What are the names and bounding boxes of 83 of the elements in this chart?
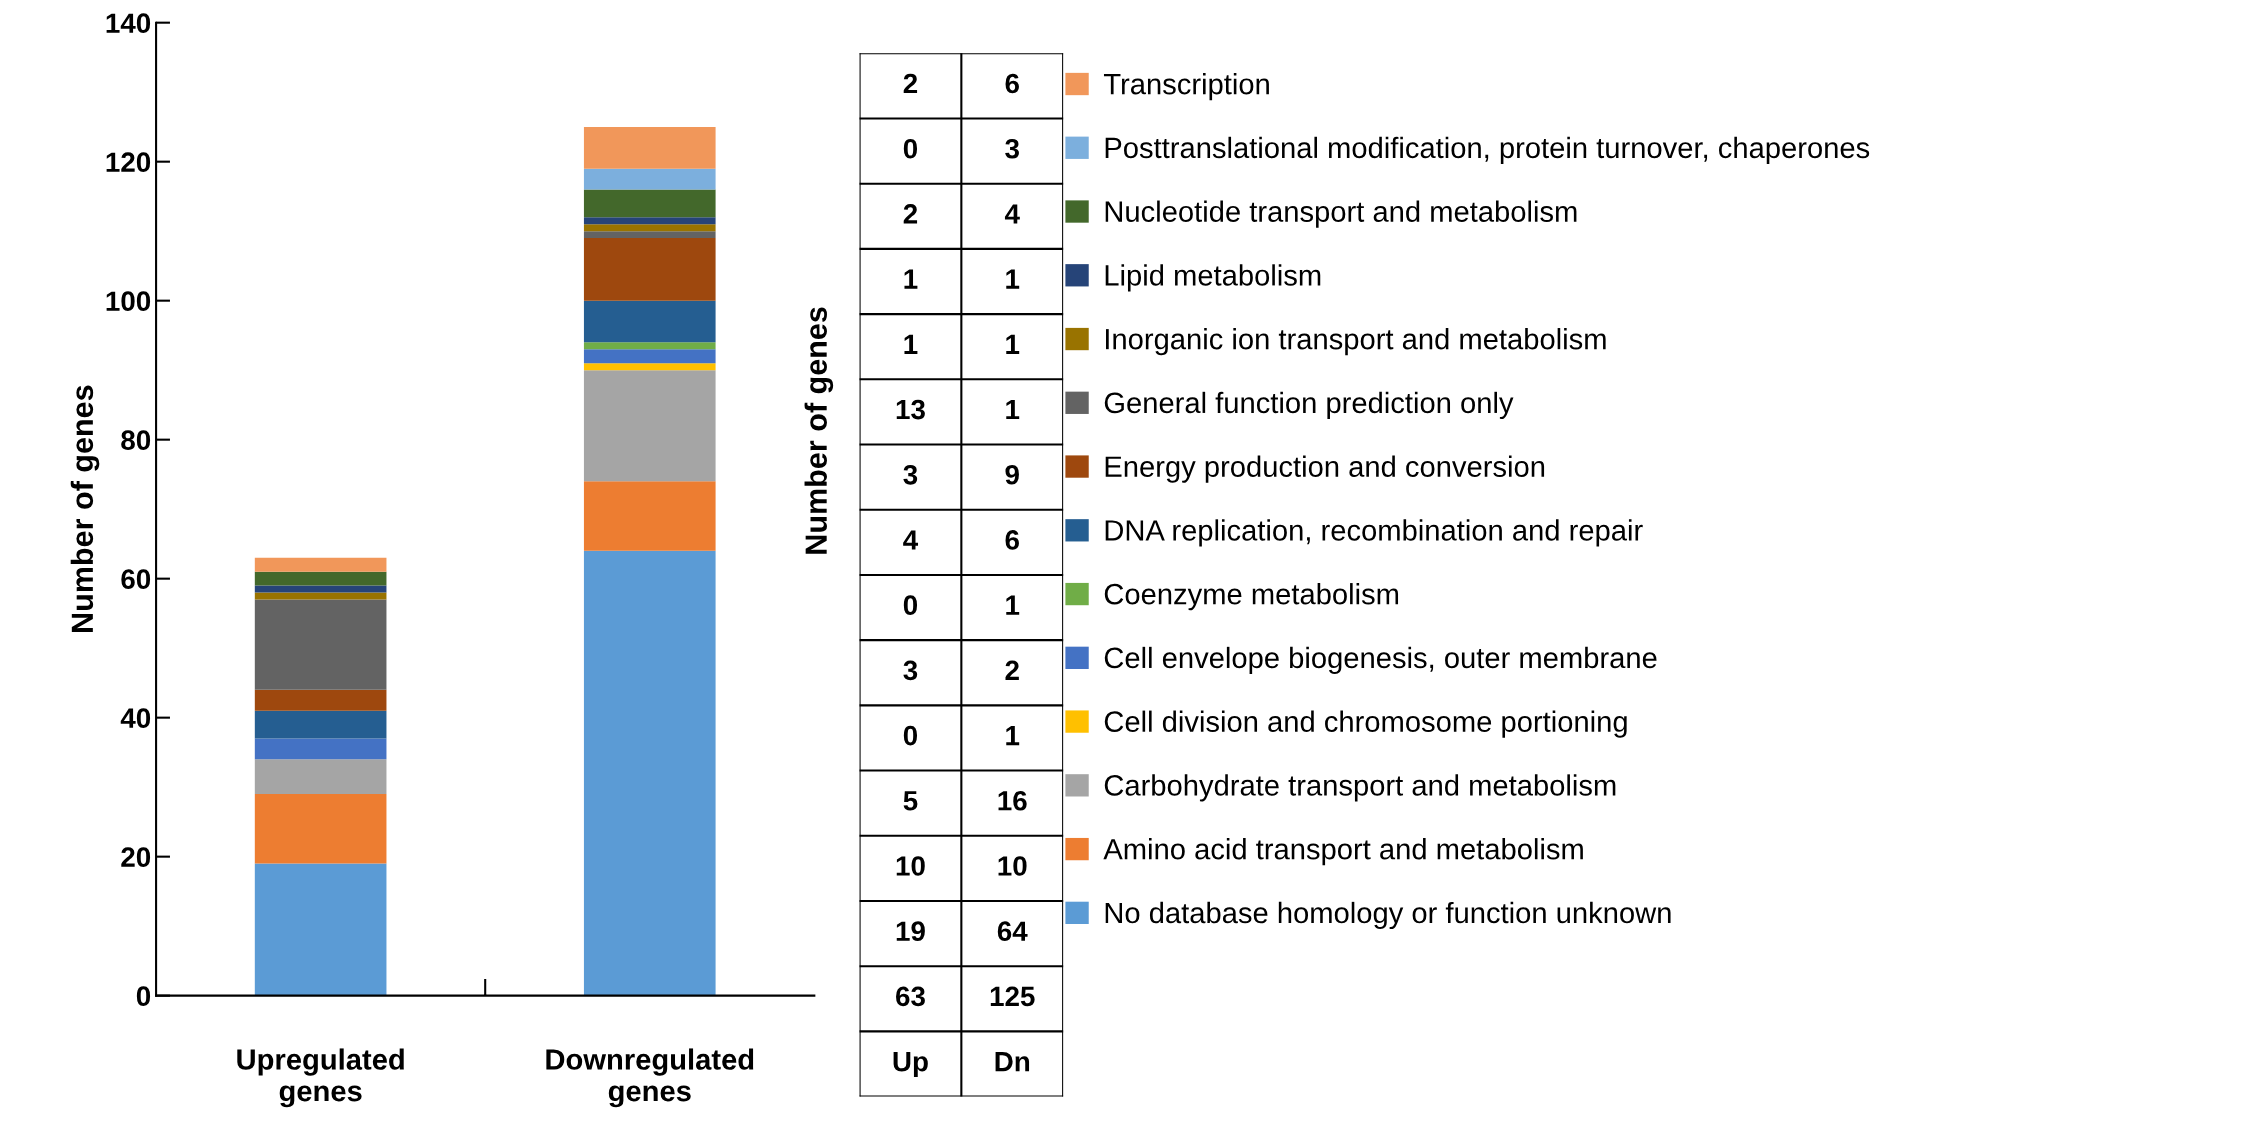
y-tick-label: 20	[121, 847, 151, 867]
legend-label: Nucleotide transport and metabolism	[1105, 200, 1577, 228]
bar	[583, 349, 716, 364]
text: 1	[1006, 726, 1020, 746]
bar	[254, 759, 387, 795]
bar	[583, 168, 716, 190]
text: 1	[904, 269, 918, 289]
text: 3	[1005, 138, 1019, 159]
text: 63	[896, 986, 925, 1007]
text: 10	[896, 856, 925, 876]
legend-label: Posttranslational modification, protein turnover, chaperones	[1105, 136, 1870, 164]
bar	[254, 599, 387, 690]
text: 6	[1005, 73, 1019, 94]
text: 0	[903, 595, 918, 615]
legend-label: Coenzyme metabolism	[1104, 583, 1399, 611]
y-tick-label: 0	[136, 986, 151, 1006]
text: 10	[998, 856, 1027, 876]
text: 64	[997, 921, 1028, 942]
legend-label: Transcription	[1103, 73, 1269, 101]
bar	[583, 238, 716, 301]
bar	[254, 863, 387, 996]
text: 1	[1006, 269, 1020, 289]
annotation: Number of genes	[804, 307, 834, 554]
legend-label: Amino acid transport and metabolism	[1103, 838, 1583, 866]
bar	[254, 592, 387, 600]
y-tick-label: 140	[106, 13, 151, 34]
y-tick-label: 60	[121, 569, 151, 589]
legend-label: Lipid metabolism	[1105, 264, 1321, 292]
bar	[254, 557, 387, 572]
bar	[254, 571, 387, 586]
x-tick-label: Upregulated genes	[237, 1048, 404, 1108]
bar	[583, 550, 716, 996]
bar	[583, 224, 716, 232]
bar	[583, 126, 716, 169]
bar	[583, 370, 716, 482]
bar	[254, 689, 387, 711]
text: 16	[998, 790, 1027, 811]
legend-label: Carbohydrate transport and metabolism	[1104, 774, 1616, 802]
bar	[583, 342, 716, 350]
text: 4	[1004, 204, 1020, 224]
bar	[254, 585, 387, 593]
bar	[254, 710, 387, 739]
text: 6	[1005, 530, 1019, 550]
text: Up	[893, 1052, 928, 1077]
y-tick-label: 80	[121, 430, 151, 451]
text: 1	[1006, 334, 1020, 354]
y-tick-label: 40	[120, 708, 151, 728]
text: 2	[1005, 660, 1019, 680]
legend-label: Inorganic ion transport and metabolism	[1106, 328, 1606, 356]
text: 1	[1006, 400, 1020, 420]
text: 125	[990, 986, 1035, 1007]
text: 3	[903, 464, 918, 485]
bar	[583, 300, 716, 343]
bar	[254, 794, 387, 864]
text: 2	[903, 204, 918, 224]
text: 0	[903, 138, 918, 159]
text: Dn	[995, 1052, 1030, 1072]
text: 4	[903, 530, 919, 550]
text: 19	[896, 921, 925, 942]
legend-label: No database homology or function unknown	[1105, 901, 1671, 930]
text: 9	[1005, 464, 1019, 485]
text: 5	[903, 791, 918, 811]
text: 2	[903, 73, 918, 94]
bar	[583, 231, 716, 239]
bar	[583, 363, 716, 371]
bar	[254, 738, 387, 760]
text: 0	[903, 725, 918, 746]
y-tick-label: 120	[106, 152, 151, 173]
text: 1	[1006, 595, 1020, 615]
bar	[583, 217, 716, 225]
text: 13	[896, 399, 925, 420]
y-axis-title: Number of genes	[70, 385, 100, 632]
text: 3	[903, 660, 918, 681]
legend-label: Cell division and chromosome portioning	[1104, 710, 1627, 738]
bar	[583, 189, 716, 218]
legend-label: Cell envelope biogenesis, outer membrane	[1104, 646, 1657, 675]
legend-label: General function prediction only	[1104, 391, 1514, 419]
x-tick-label: Downregulated genes	[546, 1048, 754, 1108]
legend-label: Energy production and conversion	[1105, 455, 1545, 483]
bar	[583, 481, 716, 551]
text: 1	[904, 334, 918, 354]
legend-label: DNA replication, recombination and repair	[1105, 519, 1643, 547]
y-tick-label: 100	[106, 291, 151, 312]
